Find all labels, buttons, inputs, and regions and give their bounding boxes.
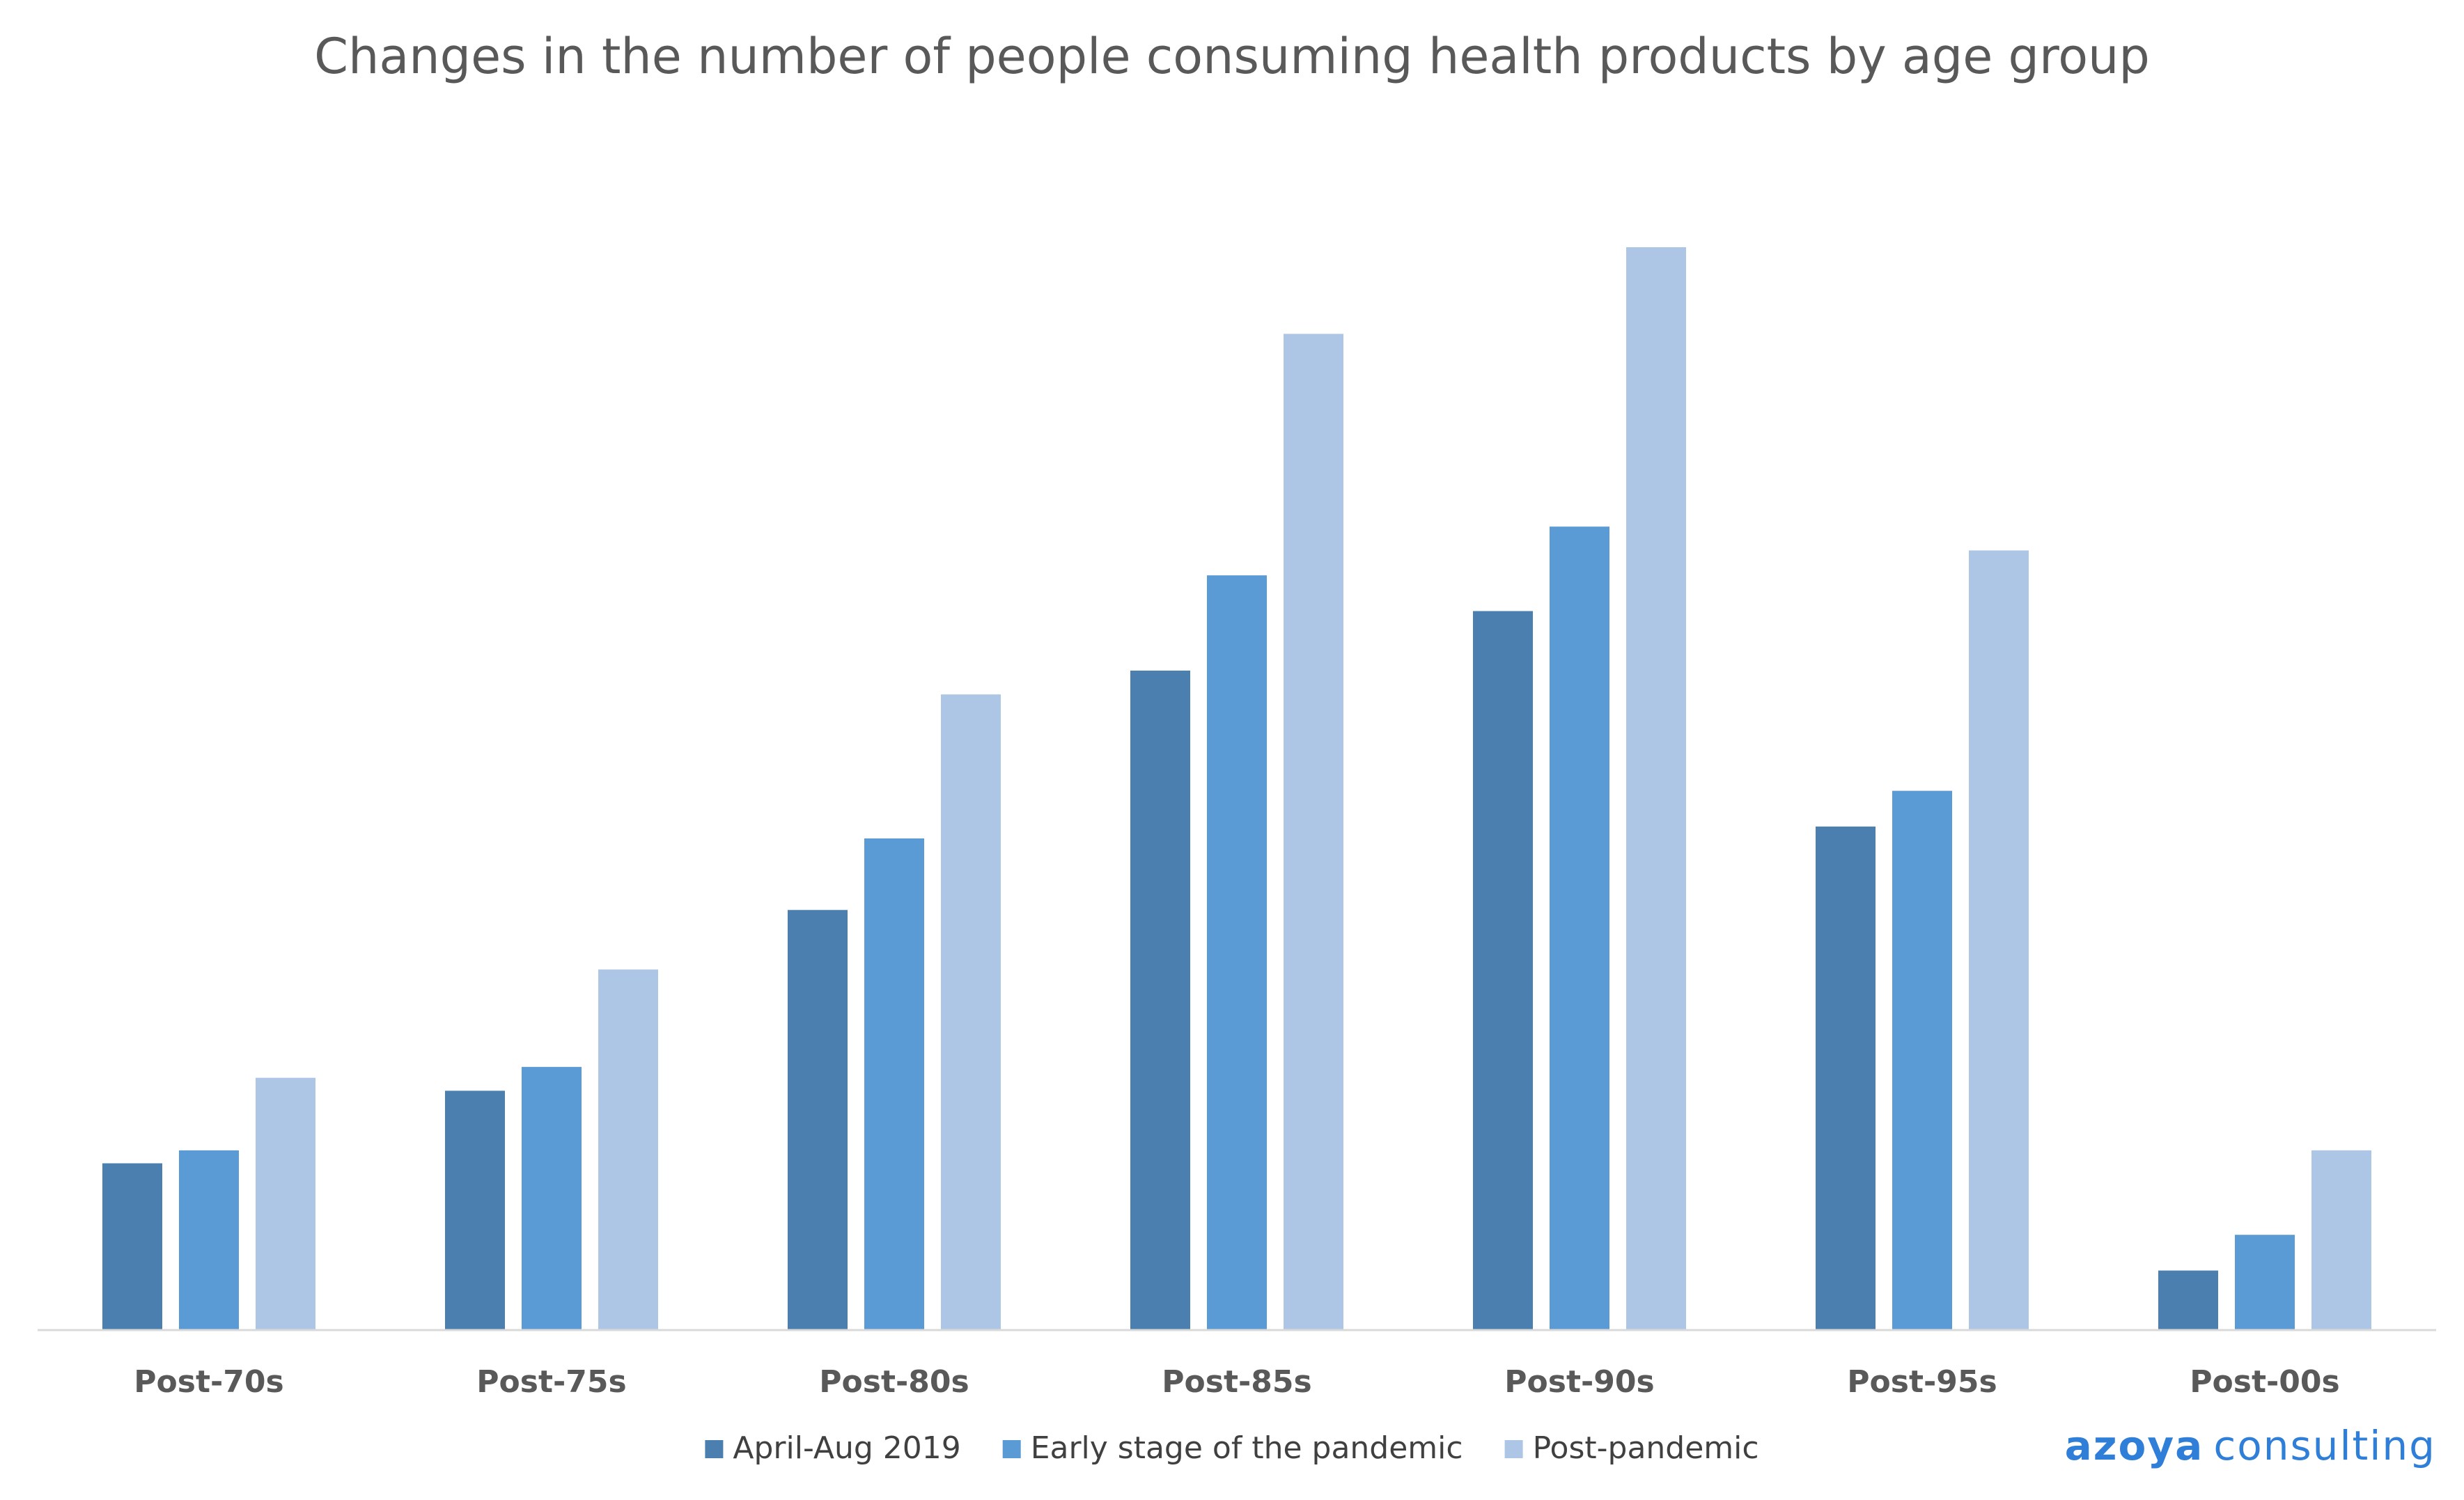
legend-swatch (1504, 1440, 1523, 1458)
bar-post-90s-series-3 (1626, 247, 1686, 1330)
legend: April-Aug 2019 Early stage of the pandemi… (705, 1430, 1759, 1466)
legend-label: Post-pandemic (1533, 1430, 1759, 1466)
bar-post-80s-series-2 (864, 838, 924, 1330)
legend-item: Post-pandemic (1504, 1430, 1759, 1466)
category-label: Post-75s (476, 1364, 626, 1400)
bar-post-80s-series-1 (788, 909, 848, 1330)
category-label: Post-00s (2190, 1364, 2339, 1400)
category-label: Post-95s (1847, 1364, 1997, 1400)
brand-logo-bold: azoya (2064, 1422, 2204, 1469)
bar-post-80s-series-3 (941, 694, 1001, 1330)
bar-post-95s-series-2 (1892, 790, 1952, 1330)
bar-post-00s-series-2 (2235, 1235, 2295, 1330)
legend-swatch (1002, 1440, 1021, 1458)
brand-logo: azoya consulting (2065, 1422, 2436, 1469)
bar-post-70s-series-2 (179, 1150, 239, 1330)
bar-post-70s-series-3 (256, 1077, 315, 1330)
category-label: Post-70s (134, 1364, 283, 1400)
bar-post-75s-series-2 (522, 1067, 582, 1330)
chart-title: Changes in the number of people consumin… (314, 28, 2150, 85)
bar-post-85s-series-1 (1130, 671, 1190, 1330)
legend-swatch (705, 1440, 724, 1458)
bar-post-85s-series-2 (1207, 575, 1267, 1331)
category-label: Post-80s (819, 1364, 969, 1400)
brand-logo-light: consulting (2213, 1422, 2436, 1469)
bar-post-85s-series-3 (1284, 334, 1343, 1330)
bar-post-90s-series-2 (1550, 526, 1609, 1331)
category-label: Post-85s (1162, 1364, 1311, 1400)
bar-post-95s-series-3 (1969, 550, 2029, 1330)
bar-post-75s-series-3 (598, 969, 658, 1330)
bar-post-00s-series-1 (2158, 1270, 2218, 1330)
bar-post-70s-series-1 (102, 1163, 162, 1330)
bar-post-00s-series-3 (2311, 1150, 2371, 1330)
bar-post-75s-series-1 (445, 1091, 505, 1330)
bar-post-95s-series-1 (1816, 826, 1876, 1330)
legend-label: Early stage of the pandemic (1031, 1430, 1463, 1466)
bar-post-90s-series-1 (1473, 611, 1533, 1330)
legend-item: April-Aug 2019 (705, 1430, 961, 1466)
bars-group (102, 247, 2371, 1331)
category-labels: Post-70s Post-75s Post-80s Post-85s Post-90s… (134, 1364, 2339, 1400)
category-label: Post-90s (1504, 1364, 1654, 1400)
legend-label: April-Aug 2019 (733, 1430, 960, 1466)
legend-item: Early stage of the pandemic (1002, 1430, 1463, 1466)
